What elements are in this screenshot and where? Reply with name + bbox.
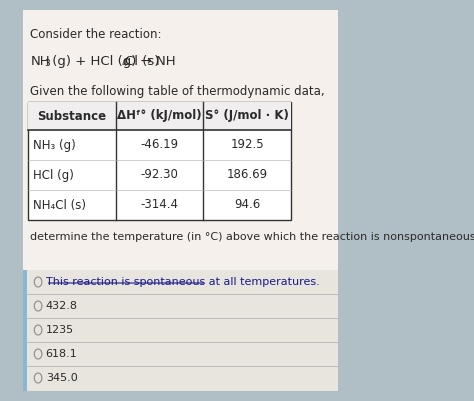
Text: NH₃ (g): NH₃ (g) [33,138,75,152]
Text: 3: 3 [44,59,50,68]
Text: Cl (s): Cl (s) [125,55,159,68]
Text: NH₄Cl (s): NH₄Cl (s) [33,198,86,211]
Text: Given the following table of thermodynamic data,: Given the following table of thermodynam… [30,85,325,98]
Bar [28,102,291,220]
Text: Substance: Substance [37,109,107,122]
Text: 186.69: 186.69 [227,168,268,182]
Bar [23,270,27,391]
Text: 192.5: 192.5 [230,138,264,152]
Bar [28,102,291,130]
Text: -314.4: -314.4 [141,198,179,211]
Text: 94.6: 94.6 [234,198,260,211]
Text: 432.8: 432.8 [46,301,78,311]
Text: NH: NH [30,55,50,68]
Text: -92.30: -92.30 [141,168,179,182]
Text: 1235: 1235 [46,325,74,335]
Bar [23,10,338,270]
Text: determine the temperature (in °C) above which the reaction is nonspontaneous.: determine the temperature (in °C) above … [30,232,474,242]
Text: HCl (g): HCl (g) [33,168,73,182]
Text: 618.1: 618.1 [46,349,77,359]
Text: 4: 4 [121,59,127,68]
Text: This reaction is spontaneous at all temperatures.: This reaction is spontaneous at all temp… [46,277,319,287]
Text: S° (J/mol · K): S° (J/mol · K) [205,109,289,122]
Text: 345.0: 345.0 [46,373,77,383]
Bar [23,270,338,391]
Text: ΔHᶠ° (kJ/mol): ΔHᶠ° (kJ/mol) [117,109,202,122]
Text: Consider the reaction:: Consider the reaction: [30,28,162,41]
Text: (g) + HCl (g) → NH: (g) + HCl (g) → NH [48,55,176,68]
Text: -46.19: -46.19 [140,138,179,152]
